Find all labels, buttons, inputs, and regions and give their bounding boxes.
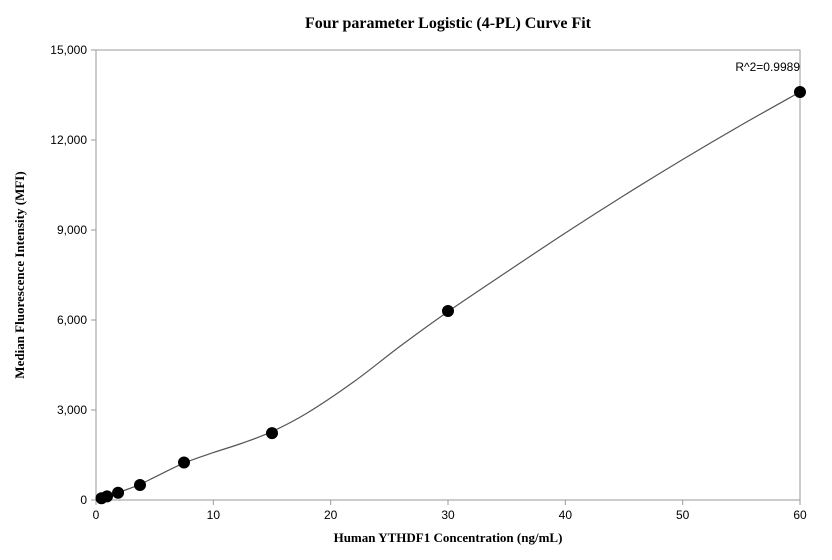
data-point (179, 457, 190, 468)
x-axis-ticks: 0 10 20 30 40 50 60 (93, 500, 807, 522)
x-tick-label: 30 (441, 508, 455, 522)
chart-svg: 0 10 20 30 40 50 60 0 3,000 6,000 9,000 12,000 15,0… (0, 0, 832, 560)
y-axis-ticks: 0 3,000 6,000 9,000 12,000 15,000 (50, 43, 96, 507)
x-tick-label: 20 (324, 508, 338, 522)
x-tick-label: 10 (207, 508, 221, 522)
data-point (443, 306, 454, 317)
y-tick-label: 3,000 (57, 403, 87, 417)
chart-title: Four parameter Logistic (4-PL) Curve Fit (305, 15, 592, 32)
data-point (113, 487, 124, 498)
plot-background (96, 50, 800, 500)
r-squared-annotation: R^2=0.9989 (735, 60, 800, 74)
y-tick-label: 0 (80, 493, 87, 507)
x-tick-label: 60 (793, 508, 807, 522)
y-tick-label: 12,000 (50, 133, 87, 147)
y-tick-label: 15,000 (50, 43, 87, 57)
x-tick-label: 0 (93, 508, 100, 522)
x-axis-label: Human YTHDF1 Concentration (ng/mL) (334, 530, 563, 545)
data-point (267, 428, 278, 439)
x-tick-label: 40 (559, 508, 573, 522)
data-point (102, 491, 113, 502)
data-point (135, 480, 146, 491)
y-axis-label: Median Fluorescence Intensity (MFI) (12, 171, 27, 378)
x-tick-label: 50 (676, 508, 690, 522)
y-tick-label: 6,000 (57, 313, 87, 327)
data-point (795, 87, 806, 98)
y-tick-label: 9,000 (57, 223, 87, 237)
chart-container: 0 10 20 30 40 50 60 0 3,000 6,000 9,000 12,000 15,0… (0, 0, 832, 560)
